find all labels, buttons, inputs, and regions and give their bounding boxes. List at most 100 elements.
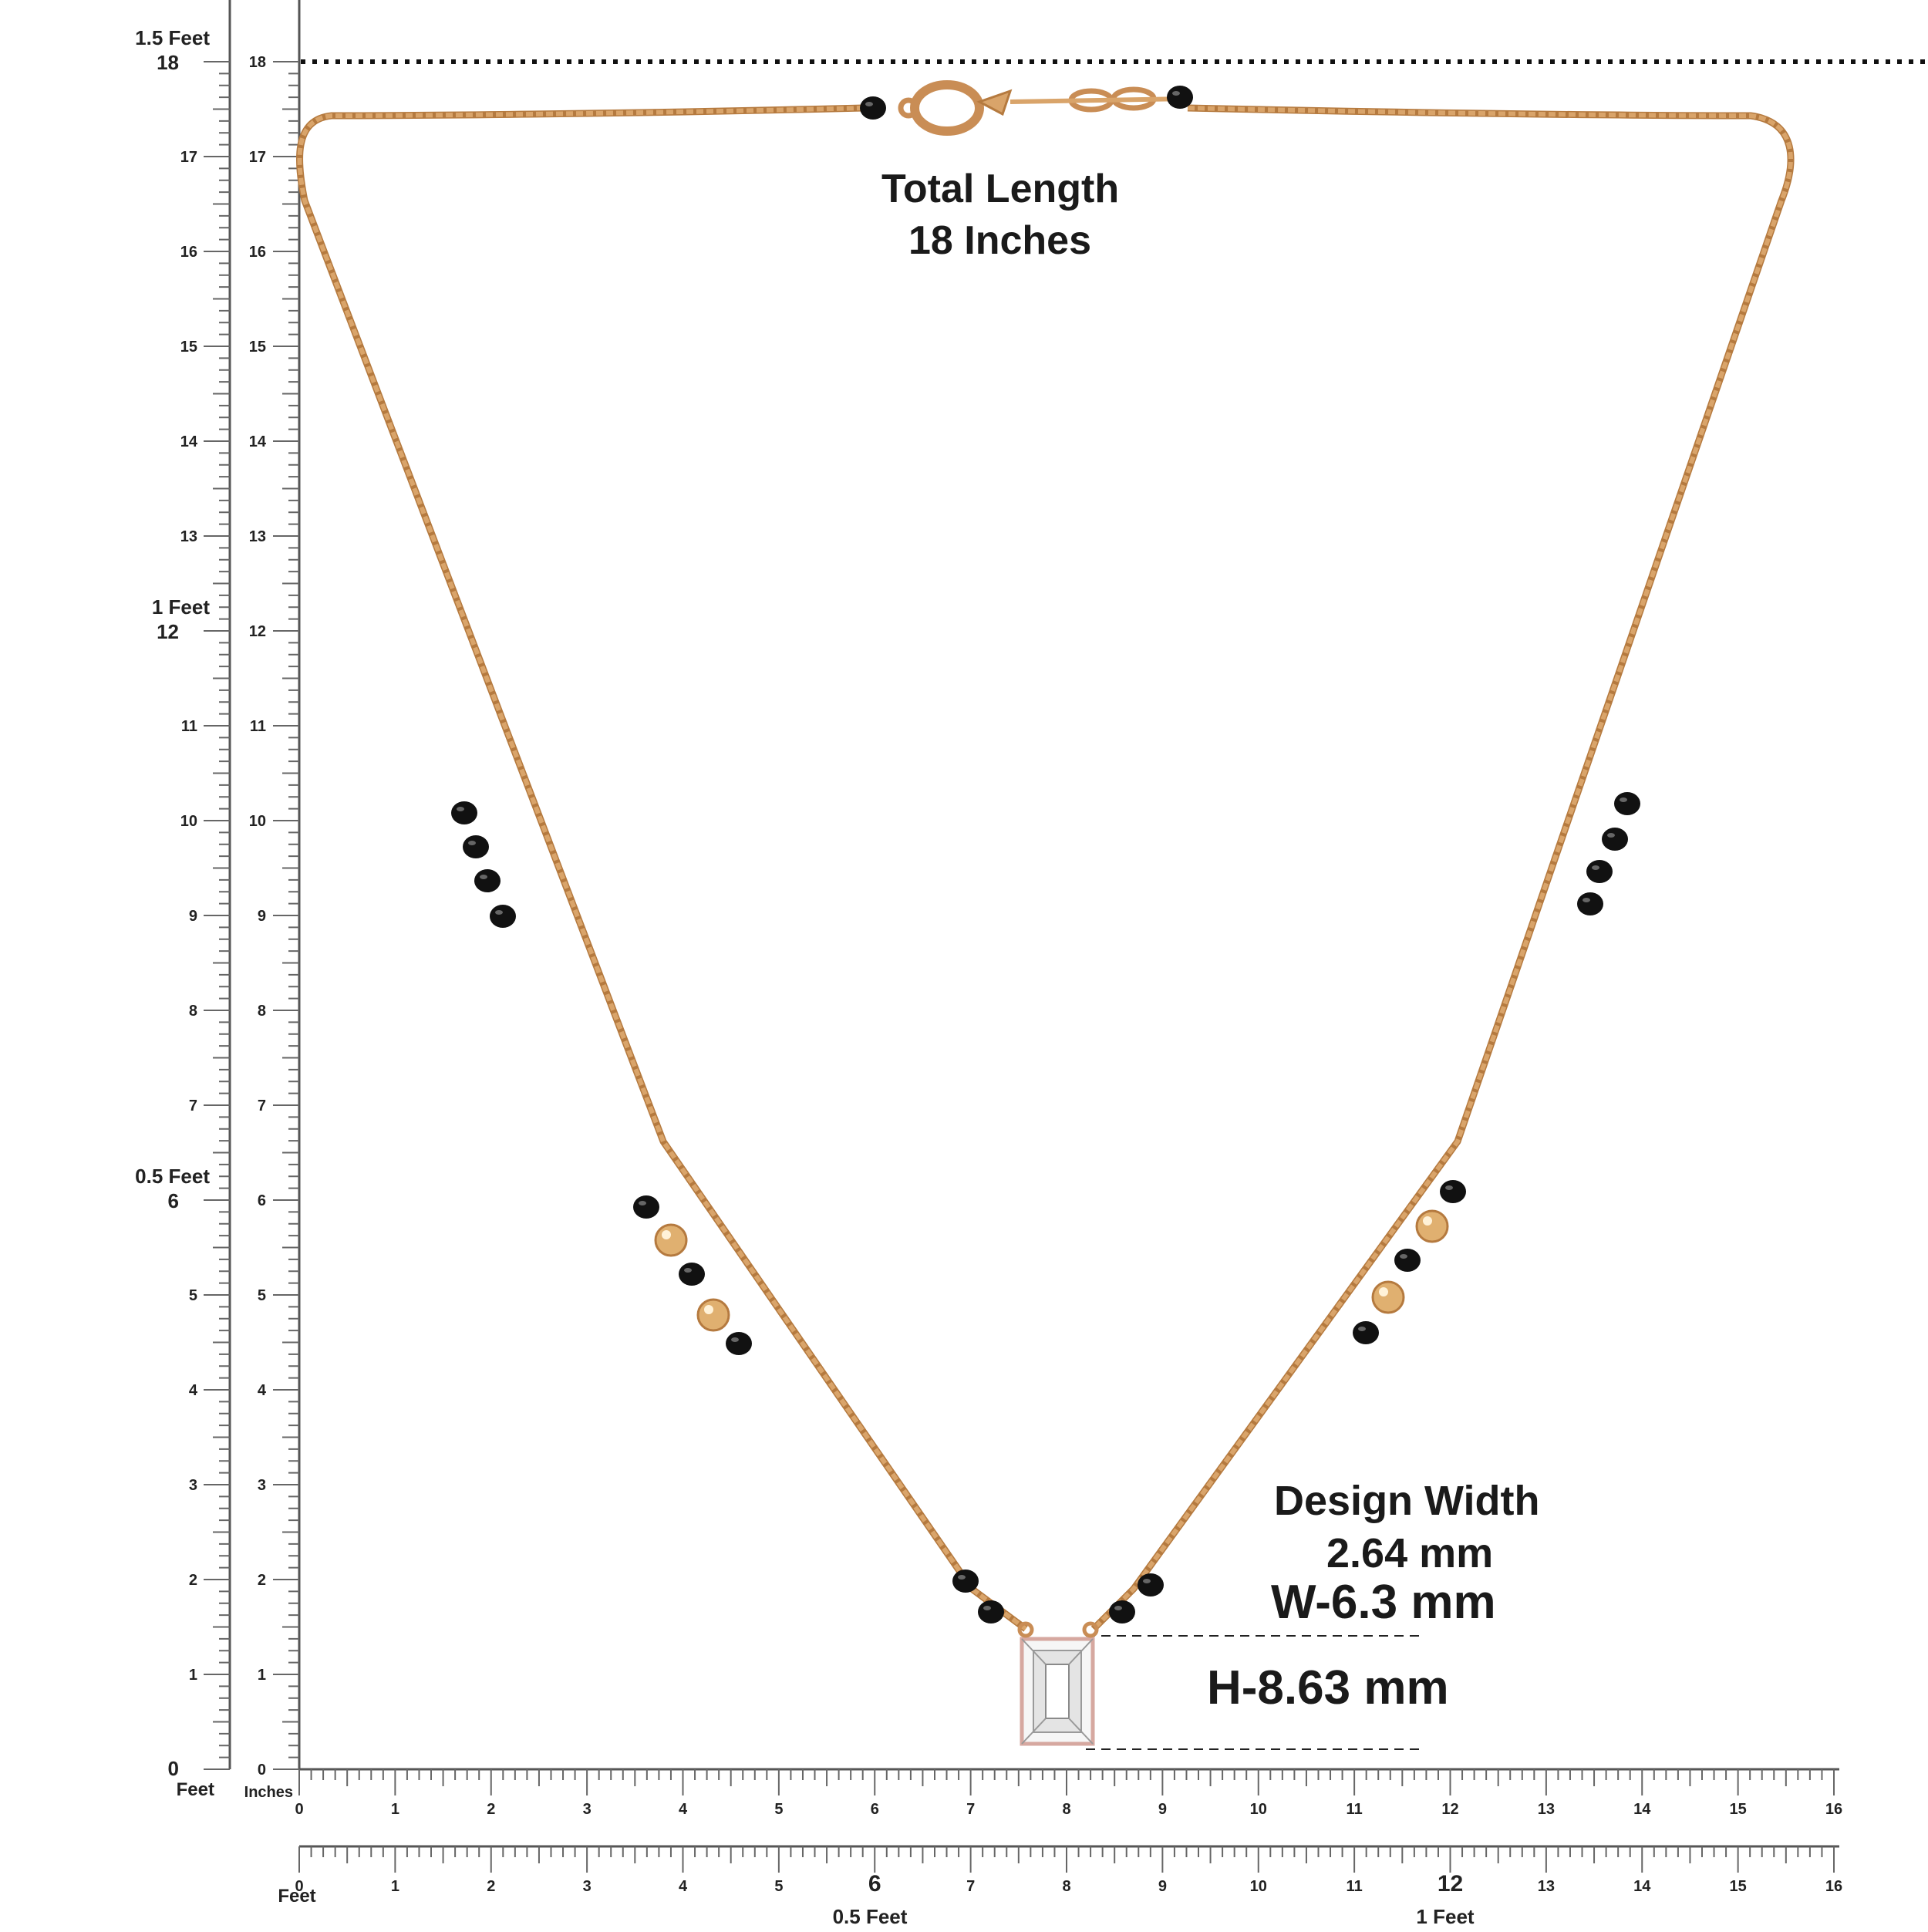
black-bead	[1440, 1180, 1466, 1203]
total-length-label: Total Length	[881, 167, 1120, 211]
black-bead	[1109, 1600, 1135, 1623]
vertical-inch-tick-label: 11	[250, 718, 266, 735]
horizontal-one-feet-label: 1 Feet	[1416, 1905, 1474, 1928]
black-bead	[679, 1263, 705, 1286]
clasp-ring	[898, 97, 919, 119]
black-bead	[1138, 1573, 1164, 1597]
bead-highlight	[1379, 1287, 1388, 1296]
bead-highlight	[1114, 1606, 1122, 1610]
horizontal-tick-label: 1	[391, 1801, 399, 1818]
vertical-tick-label: 17	[180, 149, 197, 166]
horizontal-tick-label: 0	[295, 1878, 303, 1895]
black-bead	[633, 1195, 659, 1219]
black-bead	[474, 869, 501, 892]
clasp-extension	[1010, 96, 1188, 104]
bead-highlight	[1172, 91, 1180, 96]
bead-highlight	[457, 807, 464, 811]
horizontal-ruler: 0 1 2 3 4 5 6 7 8 9 10 11 12 13 14 15 160 1 2 3 4 5 6 7 8 9 10 11 12…	[278, 1768, 1842, 1928]
black-bead	[1586, 860, 1613, 883]
bead-highlight	[662, 1230, 671, 1239]
horizontal-tick-label: 4	[679, 1878, 688, 1895]
vertical-inch-tick-label: 4	[258, 1382, 267, 1399]
vertical-tick-label: 14	[180, 433, 198, 450]
horizontal-tick-label: 12	[1441, 1801, 1458, 1818]
vertical-tick-label: 9	[189, 908, 197, 925]
vertical-inch-tick-label: 13	[249, 528, 266, 545]
black-bead	[1394, 1249, 1421, 1272]
vertical-tick-label: 13	[180, 528, 197, 545]
horizontal-tick-label: 1	[391, 1878, 399, 1895]
vertical-inch-tick-label: 2	[258, 1572, 266, 1589]
mangalsutra-beads	[451, 86, 1640, 1623]
necklace-chain	[296, 104, 1795, 1632]
stone-table	[1045, 1664, 1070, 1719]
black-bead	[490, 905, 516, 928]
horizontal-tick-label: 5	[774, 1801, 783, 1818]
stone-facet-line	[1068, 1638, 1094, 1665]
vertical-tick-label: 15	[180, 339, 197, 356]
black-bead	[1353, 1321, 1379, 1344]
horizontal-tick-label: 16	[1825, 1801, 1842, 1818]
vertical-zero-label: 0	[168, 1757, 179, 1780]
vertical-inch-tick-label: 9	[258, 908, 266, 925]
black-bead	[726, 1332, 752, 1355]
bead-highlight	[468, 841, 476, 845]
vertical-tick-label: 7	[189, 1097, 197, 1114]
bead-highlight	[1400, 1254, 1407, 1259]
vertical-tick-label: 16	[180, 244, 197, 261]
vertical-inch-tick-label: 1	[258, 1667, 266, 1684]
horizontal-half-feet-label: 0.5 Feet	[833, 1905, 908, 1928]
vertical-inch-tick-label: 14	[249, 433, 267, 450]
vertical-inch-tick-label: 16	[249, 244, 266, 261]
black-bead	[978, 1600, 1004, 1623]
vertical-feet-label: 0.5 Feet	[135, 1165, 210, 1188]
bead-highlight	[639, 1201, 646, 1205]
vertical-tick-label: 11	[181, 718, 197, 735]
vertical-tick-label: 3	[189, 1477, 197, 1494]
bail-loop	[1082, 1621, 1099, 1638]
horizontal-tick-label: 13	[1538, 1878, 1555, 1895]
bail-loop	[1017, 1621, 1034, 1638]
horizontal-tick-label: 9	[1158, 1801, 1167, 1818]
vertical-tick-label: 10	[180, 813, 197, 830]
vertical-tick-label: 2	[189, 1572, 197, 1589]
horizontal-tick-label: 5	[774, 1878, 783, 1895]
pendant-width-label: W-6.3 mm	[1271, 1576, 1496, 1629]
horizontal-tick-label: 9	[1158, 1878, 1167, 1895]
vertical-tick-label: 8	[189, 1003, 197, 1020]
black-bead	[952, 1570, 979, 1593]
bead-highlight	[495, 910, 503, 915]
design-width-label: Design Width	[1274, 1478, 1540, 1524]
horizontal-tick-label: 8	[1062, 1801, 1070, 1818]
bead-highlight	[865, 102, 873, 106]
bead-highlight	[1607, 833, 1615, 838]
vertical-inch-tick-label: 17	[249, 149, 266, 166]
horizontal-tick-label: 13	[1538, 1801, 1555, 1818]
bead-highlight	[480, 875, 487, 879]
black-bead	[1614, 792, 1640, 815]
chain-left-links	[297, 106, 1027, 1631]
horizontal-tick-label: 2	[487, 1801, 495, 1818]
vertical-inch-tick-label: 8	[258, 1003, 266, 1020]
bead-highlight	[1583, 898, 1590, 902]
vertical-feet-label: 1.5 Feet	[135, 26, 210, 49]
black-bead	[451, 801, 477, 824]
stone-facet-line	[1021, 1638, 1047, 1665]
total-length-value: 18 Inches	[908, 218, 1092, 263]
gold-bead	[1371, 1280, 1405, 1314]
vertical-tick-label: 5	[189, 1287, 197, 1304]
horizontal-tick-label: 3	[583, 1801, 592, 1818]
horizontal-tick-label: 16	[1825, 1878, 1842, 1895]
gold-bead	[654, 1223, 688, 1257]
vertical-inch-tick-label: 3	[258, 1477, 266, 1494]
bead-highlight	[1620, 797, 1627, 802]
horizontal-feet-inch-label: 6	[868, 1871, 881, 1897]
vertical-tick-label: 1	[189, 1667, 197, 1684]
horizontal-tick-label: 11	[1347, 1878, 1363, 1895]
bead-highlight	[1592, 865, 1599, 870]
bead-highlight	[958, 1575, 966, 1580]
horizontal-feet-inch-label: 12	[1438, 1871, 1463, 1897]
bead-highlight	[983, 1606, 991, 1610]
horizontal-tick-label: 10	[1250, 1878, 1267, 1895]
